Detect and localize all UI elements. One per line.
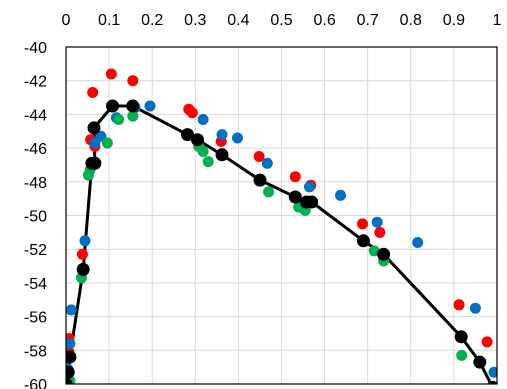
data-point xyxy=(106,99,119,113)
data-point xyxy=(66,350,77,364)
data-point xyxy=(215,148,229,162)
data-point xyxy=(76,262,90,276)
y-tick-label: -56 xyxy=(24,310,47,327)
x-tick-label: 0.5 xyxy=(270,12,292,29)
x-tick-label: 0.7 xyxy=(357,12,379,29)
data-point xyxy=(473,355,487,369)
x-tick-label: 1 xyxy=(493,12,502,29)
data-point xyxy=(87,87,99,98)
x-tick-label: 0.3 xyxy=(184,12,206,29)
y-tick-label: -42 xyxy=(24,74,47,91)
y-tick-label: -52 xyxy=(24,242,47,259)
data-point xyxy=(197,114,209,125)
gridlines xyxy=(65,46,498,385)
y-tick-label: -44 xyxy=(24,107,47,124)
data-point xyxy=(216,129,228,141)
x-tick-label: 0.4 xyxy=(227,12,249,29)
data-point xyxy=(377,247,391,261)
data-point xyxy=(66,377,73,384)
data-point xyxy=(181,128,194,142)
data-point xyxy=(197,146,209,157)
data-point xyxy=(186,107,198,119)
tick-labels: 0 0.1 0.2 0.3 0.4 0.5 0.6 0.7 0.8 0.9 1 -40 -42 -44 -4… xyxy=(24,12,502,389)
data-point xyxy=(127,75,139,87)
data-point xyxy=(253,151,265,162)
plot-area-frame xyxy=(65,46,498,385)
data-point xyxy=(305,195,319,209)
data-point xyxy=(454,330,468,344)
data-point xyxy=(481,336,493,348)
data-point xyxy=(304,181,315,193)
data-point xyxy=(253,173,267,187)
data-point xyxy=(356,234,370,248)
data-point xyxy=(232,132,243,144)
data-point xyxy=(469,302,481,314)
data-point xyxy=(487,380,497,384)
data-point xyxy=(371,216,383,228)
data-point xyxy=(374,226,386,238)
data-point xyxy=(453,299,465,311)
data-point xyxy=(456,349,468,361)
data-point xyxy=(191,133,204,147)
y-tick-label: -48 xyxy=(24,175,47,192)
data-point xyxy=(261,157,273,169)
data-points xyxy=(66,68,497,384)
y-tick-label: -40 xyxy=(24,40,47,57)
data-point xyxy=(144,100,156,112)
y-tick-label: -50 xyxy=(24,209,47,226)
data-point xyxy=(126,99,140,113)
data-point xyxy=(87,121,101,135)
data-point xyxy=(412,237,424,248)
data-point xyxy=(66,338,76,350)
y-tick-label: -58 xyxy=(24,343,47,360)
y-tick-label: -46 xyxy=(24,141,47,158)
data-point xyxy=(127,110,139,122)
data-point xyxy=(113,114,125,125)
data-point xyxy=(335,189,346,201)
x-tick-label: 0.6 xyxy=(313,12,335,29)
x-tick-label: 0.2 xyxy=(141,12,163,29)
data-point xyxy=(289,171,301,183)
data-point xyxy=(105,68,117,80)
data-point xyxy=(202,156,214,168)
x-tick-label: 0.9 xyxy=(443,12,465,29)
data-point xyxy=(66,365,75,379)
data-point xyxy=(288,190,302,204)
data-point xyxy=(66,304,77,316)
x-tick-label: 0.8 xyxy=(400,12,422,29)
data-point xyxy=(357,218,368,230)
data-point xyxy=(488,366,497,378)
x-tick-label: 0.1 xyxy=(98,12,120,29)
data-point xyxy=(101,137,113,149)
data-point xyxy=(79,235,91,247)
y-tick-label: -54 xyxy=(24,276,47,293)
x-tick-label: 0 xyxy=(62,12,71,29)
data-point xyxy=(88,156,102,170)
data-point xyxy=(368,245,380,257)
data-point xyxy=(263,186,275,198)
data-point xyxy=(76,248,88,260)
y-tick-label: -60 xyxy=(24,377,47,389)
